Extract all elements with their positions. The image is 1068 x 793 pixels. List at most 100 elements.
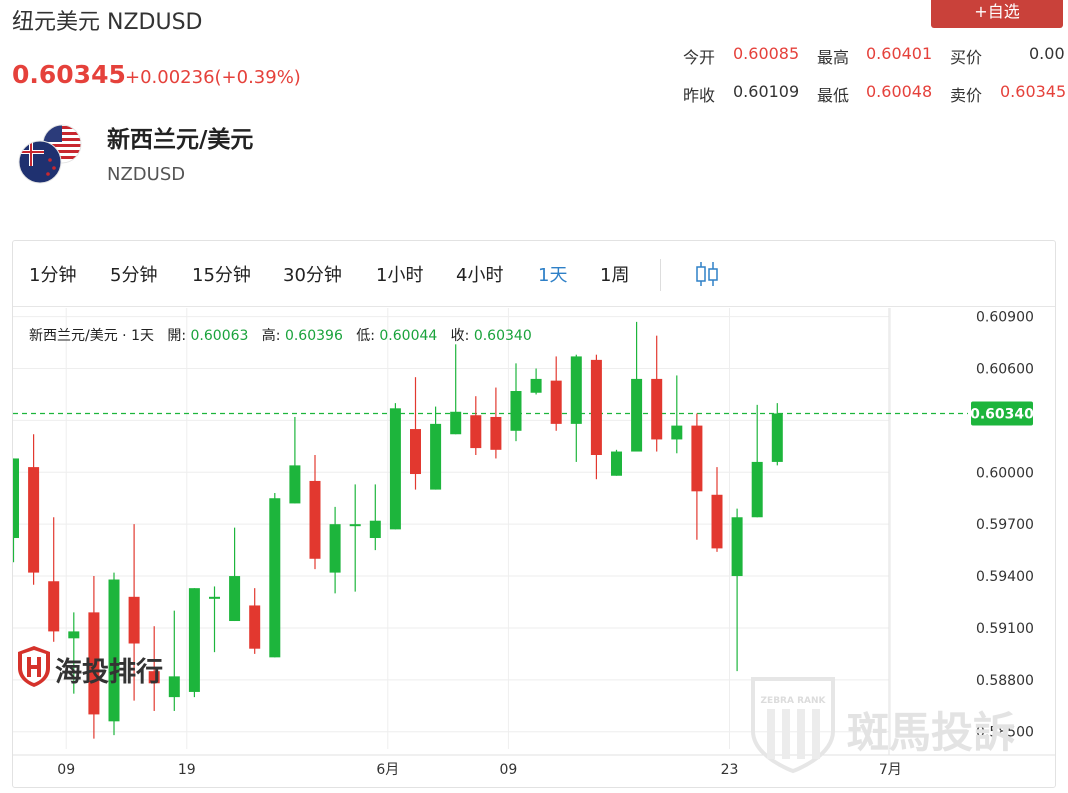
high-label: 最高 — [817, 48, 850, 67]
tab-1min[interactable]: 1分钟 — [29, 265, 77, 286]
watermark-left-text: 海投排行 — [55, 657, 163, 688]
x-tick-label: 6月 — [376, 762, 399, 778]
candle-body — [490, 416, 502, 450]
candle-body — [289, 465, 301, 504]
prev-close-value: 0.60109 — [733, 82, 800, 101]
ask-value: 0.60345 — [1000, 82, 1067, 101]
price-change: +0.00236(+0.39%) — [125, 67, 301, 88]
instrument-code: NZDUSD — [107, 164, 186, 185]
tab-1day[interactable]: 1天 — [538, 265, 568, 286]
x-tick-label: 09 — [499, 762, 517, 778]
candle-body — [570, 356, 582, 424]
candle-body — [309, 480, 321, 559]
last-price-tag — [971, 401, 1033, 426]
ohlc-high: 0.60396 — [284, 328, 343, 344]
ohlc-prefix: 新西兰元/美元 · 1天 — [29, 328, 154, 344]
candle-body — [88, 612, 100, 715]
low-label: 最低 — [817, 86, 850, 105]
y-tick-label: 0.58500 — [976, 725, 1034, 741]
candle-body — [68, 631, 80, 639]
page-title: 纽元美元 NZDUSD — [12, 10, 203, 35]
x-tick-label: 19 — [178, 762, 196, 778]
ohlc-high-label: 高: — [261, 328, 281, 344]
candle-body — [329, 524, 341, 573]
tab-30min[interactable]: 30分钟 — [283, 265, 342, 286]
watermark-right-text: 斑馬投訴 — [847, 708, 1015, 757]
instrument-name: 新西兰元/美元 — [107, 127, 254, 153]
y-tick-label: 0.60900 — [976, 310, 1034, 326]
candle-body — [13, 458, 19, 539]
candle-body — [771, 413, 783, 462]
candle-body — [611, 451, 622, 476]
x-tick-label: 09 — [57, 762, 75, 778]
candle-body — [108, 579, 120, 722]
y-tick-label: 0.59700 — [976, 517, 1034, 533]
ohlc-close: 0.60340 — [473, 328, 532, 344]
zebra-badge-stripe — [812, 709, 820, 759]
candle-body — [651, 378, 663, 440]
ohlc-open: 0.60063 — [190, 328, 249, 344]
ohlc-info: 新西兰元/美元 · 1天 開: 0.60063 高: 0.60396 低: 0.… — [29, 325, 532, 345]
open-label: 今开 — [683, 48, 716, 67]
ask-label: 卖价 — [950, 86, 983, 105]
tab-4hour[interactable]: 4小时 — [456, 265, 504, 286]
shield-logo-icon — [18, 646, 50, 687]
open-value: 0.60085 — [733, 44, 800, 63]
tab-5min[interactable]: 5分钟 — [110, 265, 158, 286]
candle-body — [148, 671, 160, 684]
low-value: 0.60048 — [866, 82, 933, 101]
candle-body — [450, 411, 462, 435]
y-tick-label: 0.58800 — [976, 673, 1034, 689]
candle-body — [671, 425, 683, 440]
candle-body — [269, 498, 281, 658]
currency-flags-icon — [18, 124, 82, 184]
candle-body — [530, 378, 542, 393]
tab-divider — [660, 259, 661, 291]
quote-stats: 今开 0.60085 最高 0.60401 买价 0.00 昨收 0.60109… — [0, 42, 1068, 122]
zebra-badge-stripe — [782, 709, 790, 759]
x-tick-label: 7月 — [879, 762, 902, 778]
timeframe-tabs: 1分钟 5分钟 15分钟 30分钟 1小时 4小时 1天 1周 — [13, 241, 1055, 307]
candle-body — [249, 605, 261, 649]
high-value: 0.60401 — [866, 44, 933, 63]
candlestick-type-icon[interactable] — [695, 259, 719, 289]
bid-label: 买价 — [950, 48, 983, 67]
ohlc-low: 0.60044 — [379, 328, 438, 344]
candle-body — [229, 576, 241, 622]
candle-body — [590, 359, 602, 455]
zebra-badge-icon — [751, 677, 835, 774]
candle-body — [470, 415, 482, 449]
candle-body — [389, 408, 401, 530]
tab-15min[interactable]: 15分钟 — [192, 265, 251, 286]
chart-panel: 1分钟 5分钟 15分钟 30分钟 1小时 4小时 1天 1周 0.60900 0… — [12, 240, 1056, 788]
candle-body — [349, 524, 361, 527]
y-tick-label: 0.59400 — [976, 569, 1034, 585]
ohlc-close-label: 收: — [450, 328, 470, 344]
y-tick-label: 0.60600 — [976, 362, 1034, 378]
candle-body — [48, 581, 60, 632]
y-tick-label: 0.60000 — [976, 465, 1034, 481]
candle-body — [128, 596, 140, 644]
bid-value: 0.00 — [1029, 44, 1065, 63]
candle-body — [168, 676, 180, 698]
zebra-badge-stripe — [767, 709, 775, 759]
candle-body — [550, 380, 562, 424]
tab-1week[interactable]: 1周 — [600, 265, 630, 286]
current-price: 0.60345 — [12, 60, 126, 89]
candle-body — [731, 517, 743, 577]
candle-body — [751, 461, 763, 518]
prev-close-label: 昨收 — [683, 86, 716, 105]
tab-1hour[interactable]: 1小时 — [376, 265, 424, 286]
candle-body — [510, 391, 522, 431]
zebra-badge-label: ZEBRA RANK — [761, 696, 827, 706]
x-tick-label: 23 — [721, 762, 739, 778]
candle-body — [711, 494, 723, 549]
add-to-watchlist-button[interactable]: +自选 — [931, 0, 1063, 28]
last-price-tag-label: 0.60340 — [970, 406, 1034, 422]
ohlc-low-label: 低: — [356, 328, 375, 344]
candle-body — [410, 429, 421, 475]
candlestick-chart[interactable]: 0.609000.606000.603000.600000.597000.594… — [13, 241, 1055, 787]
candle-body — [369, 520, 381, 539]
candle-body — [209, 596, 220, 599]
